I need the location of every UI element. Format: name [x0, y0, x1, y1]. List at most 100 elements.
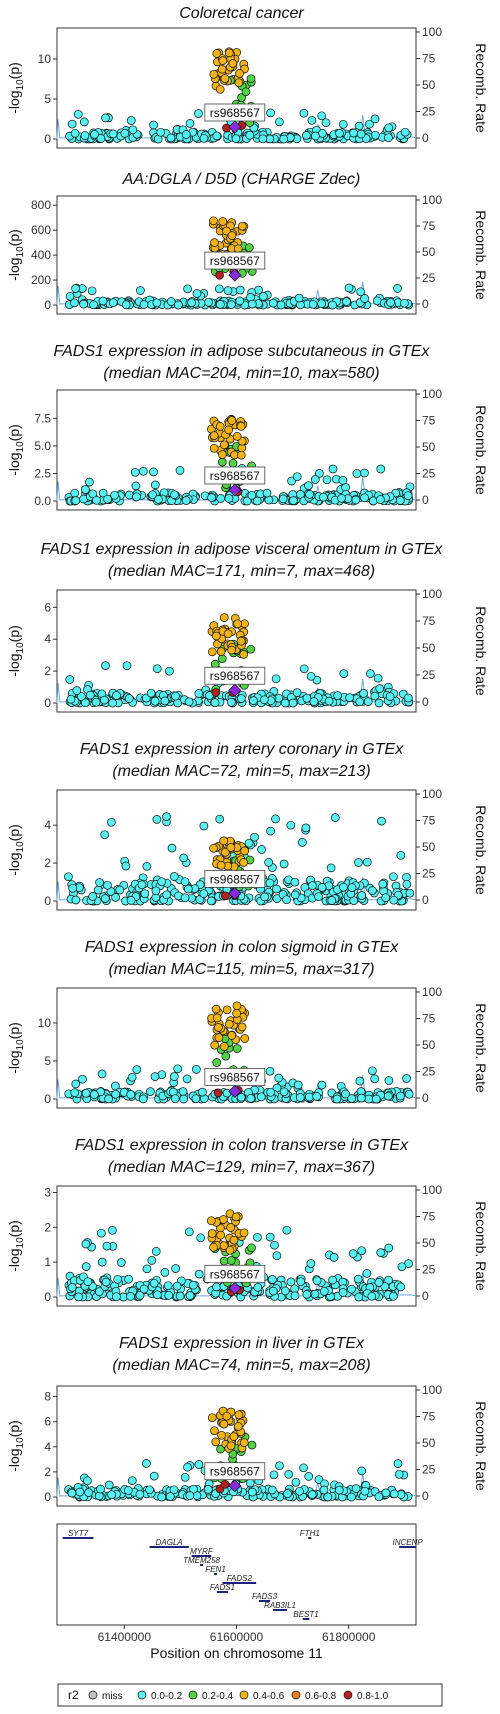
snp-point [218, 450, 227, 459]
snp-point [131, 481, 141, 491]
snp-point [347, 883, 357, 892]
panel-title: (median MAC=74, min=5, max=208) [112, 1357, 370, 1374]
snp-point [217, 457, 227, 467]
y-tick-label: 10 [38, 1016, 52, 1030]
snp-point [67, 119, 77, 129]
snp-point [366, 669, 375, 678]
snp-point [295, 1486, 304, 1496]
recomb-tick-label: 75 [422, 52, 436, 66]
panel-title: (median MAC=204, min=10, max=580) [103, 365, 379, 382]
snp-point [212, 1013, 222, 1023]
snp-point [120, 129, 130, 138]
snp-point [374, 1492, 384, 1502]
snp-point [169, 1072, 179, 1081]
snp-point [381, 893, 391, 903]
snp-point [224, 1019, 234, 1029]
recomb-tick-label: 100 [422, 387, 442, 401]
y-tick-label: 4 [44, 818, 51, 832]
snp-point [219, 613, 229, 622]
snp-point [295, 1093, 305, 1102]
snp-point [339, 882, 348, 892]
snp-point [302, 693, 312, 703]
snp-point [233, 1422, 243, 1431]
snp-point [347, 1492, 356, 1502]
snp-point [383, 1091, 393, 1101]
snp-point [84, 1488, 93, 1497]
snp-point [206, 896, 216, 906]
recomb-tick-label: 25 [422, 105, 436, 119]
snp-point [219, 1042, 229, 1051]
snp-point [329, 1253, 339, 1262]
snp-point [234, 1410, 244, 1420]
snp-point [347, 1284, 356, 1294]
snp-point [67, 1488, 77, 1498]
snp-point [219, 836, 229, 846]
snp-point [360, 493, 369, 503]
snp-point [265, 1066, 275, 1076]
recomb-axis-label: Recomb. Rate [473, 1003, 489, 1093]
y-tick-label: 600 [31, 223, 51, 237]
snp-point [227, 231, 237, 240]
snp-point [70, 298, 79, 308]
snp-point [156, 127, 166, 137]
snp-point [228, 59, 238, 68]
recomb-tick-label: 75 [422, 1012, 436, 1026]
snp-point [132, 1065, 142, 1074]
snp-point [354, 1292, 364, 1302]
snp-point [135, 1489, 145, 1499]
snp-point [290, 890, 300, 900]
snp-point [370, 114, 380, 124]
snp-point [384, 133, 393, 143]
snp-point [172, 1281, 182, 1291]
snp-point [104, 1094, 113, 1104]
snp-point [191, 1094, 201, 1104]
recomb-tick-label: 25 [422, 1463, 436, 1477]
snp-point [348, 1249, 358, 1258]
snp-point [127, 1072, 137, 1082]
snp-point [166, 133, 176, 143]
snp-point [356, 129, 366, 139]
snp-point [389, 872, 398, 882]
snp-point [402, 879, 412, 889]
snp-point [138, 1094, 148, 1104]
snp-point [222, 226, 231, 236]
recomb-tick-label: 0 [422, 493, 429, 507]
snp-point [151, 886, 161, 896]
snp-point [83, 1476, 92, 1486]
snp-point [209, 1242, 218, 1252]
snp-point [342, 297, 351, 307]
snp-point [213, 1088, 223, 1098]
snp-point [103, 880, 112, 890]
snp-point [207, 647, 217, 657]
snp-point [111, 1089, 120, 1099]
snp-point [108, 129, 118, 139]
snp-point [222, 1005, 232, 1015]
y-tick-label: 2 [44, 1220, 51, 1234]
lead-snp-label-box [204, 1264, 266, 1283]
snp-point [126, 896, 136, 905]
y-tick-label: 6 [44, 1415, 51, 1429]
snp-point [305, 490, 314, 499]
snp-point [71, 895, 81, 905]
snp-point [296, 1277, 306, 1287]
snp-point [247, 299, 257, 309]
chart-panel-5: FADS1 expression in artery coronary in G… [6, 741, 489, 911]
recomb-tick-label: 100 [422, 1383, 442, 1397]
legend-marker [239, 1690, 249, 1700]
snp-point [111, 893, 120, 902]
recomb-tick-label: 100 [422, 193, 442, 207]
snp-point [226, 1256, 236, 1265]
snp-point [247, 1487, 257, 1497]
snp-point [403, 693, 413, 703]
snp-point [355, 697, 365, 707]
snp-point [227, 416, 237, 425]
snp-point [137, 880, 147, 890]
snp-point [286, 820, 296, 830]
snp-point [89, 1090, 99, 1099]
snp-point [226, 843, 236, 852]
panel-title: (median MAC=171, min=7, max=468) [108, 563, 375, 580]
snp-point [355, 1076, 365, 1086]
snp-point [309, 697, 319, 706]
snp-point [112, 691, 121, 700]
snp-point [132, 492, 141, 502]
